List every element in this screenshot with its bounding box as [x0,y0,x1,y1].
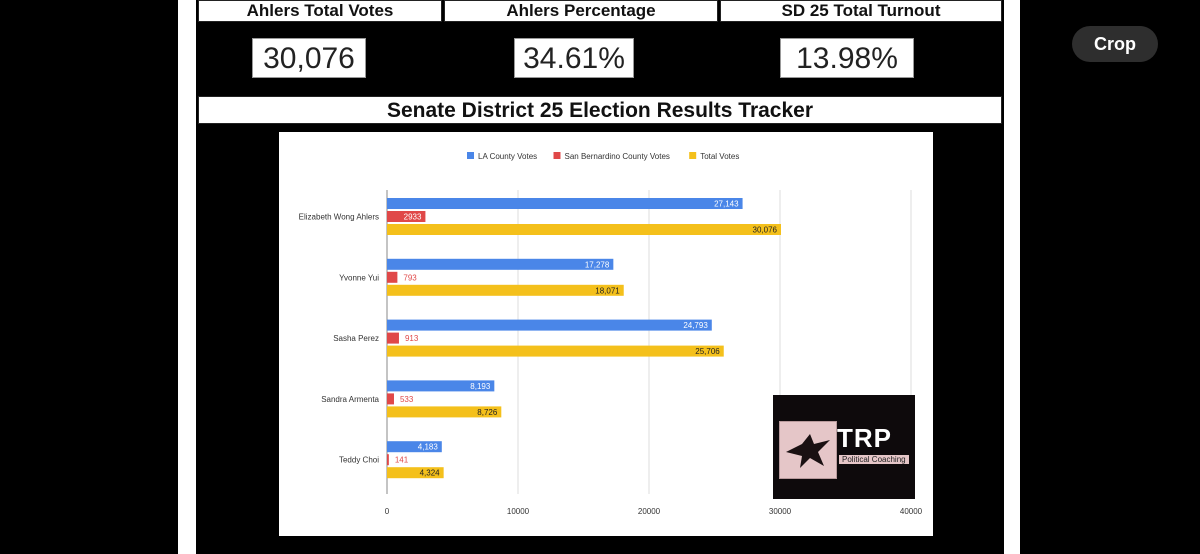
bar [387,406,502,418]
data-label: 27,143 [714,200,739,209]
data-label: 17,278 [585,260,610,269]
ahlers-total-votes-value: 30,076 [252,38,366,78]
bar [387,454,389,466]
tracker-slide: Ahlers Total Votes Ahlers Percentage SD … [196,0,1004,554]
data-label: 533 [400,395,414,404]
tracker-title: Senate District 25 Election Results Trac… [198,96,1002,124]
bar [387,319,712,331]
x-tick-label: 10000 [507,507,530,516]
data-label: 25,706 [695,347,720,356]
data-label: 2933 [404,213,422,222]
data-label: 913 [405,334,419,343]
bar [387,380,495,392]
data-label: 24,793 [683,321,708,330]
bar [387,258,614,270]
right-margin [1020,0,1200,554]
bar [387,284,624,296]
data-label: 141 [395,456,409,465]
bar [387,211,426,222]
legend-swatch [553,152,561,159]
frame-border-right [1004,0,1020,554]
legend-label: LA County Votes [478,152,537,161]
logo-tagline: Political Coaching [839,455,909,464]
legend-swatch [689,152,697,159]
ahlers-percentage-value: 34.61% [514,38,634,78]
x-tick-label: 20000 [638,507,661,516]
chart-card: 0 10000 20000 30000 40000 LA County Votes San … [279,132,933,536]
bar [387,198,743,209]
crop-button[interactable]: Crop [1072,26,1158,62]
bar [387,224,781,235]
bar [387,441,442,453]
data-label: 4,183 [418,443,439,452]
legend-swatch [467,152,474,159]
category-label: Teddy Choi [339,456,379,465]
x-tick-label: 30000 [769,507,792,516]
bar [387,393,394,405]
left-margin [0,0,178,554]
data-label: 4,324 [420,469,441,478]
data-label: 8,193 [470,382,491,391]
data-label: 18,071 [595,286,620,295]
data-label: 30,076 [753,226,778,235]
ahlers-percentage-header: Ahlers Percentage [444,0,718,22]
bar [387,271,398,283]
bar [387,467,444,479]
turnout-value: 13.98% [780,38,914,78]
x-tick-label: 40000 [900,507,923,516]
trp-logo: TRP Political Coaching [773,395,915,499]
ahlers-total-votes-header: Ahlers Total Votes [198,0,442,22]
category-label: Sasha Perez [333,334,379,343]
eagle-icon [779,421,837,479]
logo-name: TRP [837,423,892,453]
legend-label: Total Votes [700,152,739,161]
data-label: 793 [403,273,417,282]
data-label: 8,726 [477,408,498,417]
category-label: Sandra Armenta [321,395,379,404]
bar [387,332,399,344]
bar [387,345,724,357]
legend-label: San Bernardino County Votes [565,152,670,161]
x-tick-label: 0 [385,507,390,516]
category-label: Elizabeth Wong Ahlers [299,213,379,222]
turnout-header: SD 25 Total Turnout [720,0,1002,22]
category-label: Yvonne Yui [339,273,379,282]
bar-chart: 0 10000 20000 30000 40000 LA County Votes San … [299,152,923,516]
frame-border-left [178,0,196,554]
